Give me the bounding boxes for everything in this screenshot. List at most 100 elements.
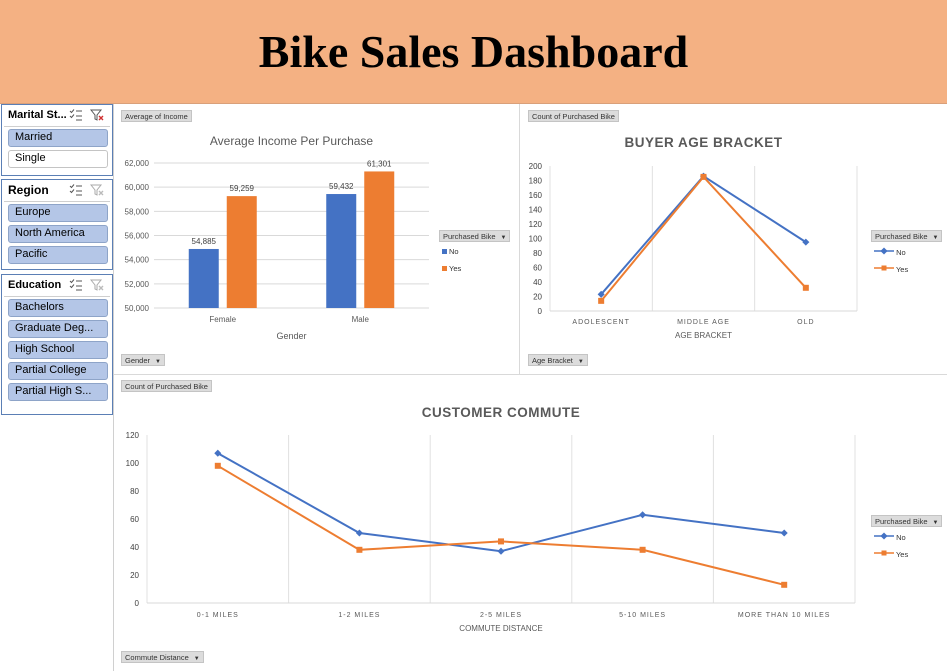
slicer-item-north-america[interactable]: North America: [8, 225, 108, 243]
slicer-item-single[interactable]: Single: [8, 150, 108, 168]
axis-field-button[interactable]: Gender ▼: [121, 354, 165, 366]
legend-label: No: [449, 247, 459, 256]
average-income-chart: Average Income Per Purchase 50,000 52,000 5…: [125, 134, 429, 341]
point-no-3: [639, 511, 647, 519]
legend-marker: [874, 247, 894, 255]
value-field-button[interactable]: Count of Purchased Bike: [528, 110, 619, 122]
multi-select-icon[interactable]: [68, 183, 83, 197]
slicer-column: Marital St... Married Single Region Euro…: [0, 104, 114, 671]
clear-filter-icon[interactable]: [90, 278, 105, 292]
slicer-title: Marital St...: [8, 109, 67, 121]
slicer-title: Region: [8, 183, 49, 197]
point-yes-2: [802, 284, 809, 291]
point-yes-1: [356, 546, 363, 553]
dashboard-header: Bike Sales Dashboard: [0, 0, 947, 104]
bar-yes-female: [226, 196, 257, 308]
chevron-down-icon: ▼: [155, 359, 161, 365]
data-label: 54,885: [192, 237, 217, 246]
slicer-header: Education: [4, 275, 110, 297]
y-tick-label: 40: [130, 543, 139, 552]
y-tick-label: 20: [130, 571, 139, 580]
value-field-button[interactable]: Count of Purchased Bike: [121, 380, 212, 392]
legend-marker: [874, 532, 894, 540]
slicer-item-high-school[interactable]: High School: [8, 341, 108, 359]
x-tick-label: 1-2 MILES: [338, 612, 380, 619]
y-tick-label: 40: [533, 278, 542, 287]
point-no-4: [780, 529, 788, 537]
y-tick-label: 180: [529, 177, 543, 186]
y-tick-label: 62,000: [125, 159, 150, 168]
axis-field-button[interactable]: Commute Distance ▼: [121, 651, 204, 663]
region-slicer: Region Europe North America Pacific: [1, 179, 113, 270]
y-tick-label: 0: [538, 307, 543, 316]
bar-yes-male: [364, 171, 395, 308]
x-tick-label: MIDDLE AGE: [677, 319, 730, 326]
buyer-age-bracket-chart: BUYER AGE BRACKET 0 20 40 60 80 100 120 140 160 18…: [529, 135, 858, 340]
clear-filter-icon[interactable]: [90, 108, 105, 122]
slicer-item-partial-high-school[interactable]: Partial High S...: [8, 383, 108, 401]
chart-title: BUYER AGE BRACKET: [624, 135, 782, 150]
legend-field-button[interactable]: Purchased Bike ▼: [871, 515, 943, 527]
y-tick-label: 52,000: [125, 280, 150, 289]
x-tick-label: Male: [352, 315, 370, 324]
legend-label: No: [896, 533, 906, 542]
multi-select-icon[interactable]: [68, 278, 83, 292]
point-yes-0: [598, 297, 605, 304]
slicer-item-pacific[interactable]: Pacific: [8, 246, 108, 264]
axis-field-button[interactable]: Age Bracket ▼: [528, 354, 588, 366]
axis-field-label: Age Bracket: [532, 356, 573, 365]
slicer-item-partial-college[interactable]: Partial College: [8, 362, 108, 380]
x-tick-label: OLD: [797, 319, 814, 326]
slicer-header: Marital St...: [4, 105, 110, 127]
panel-divider: [114, 374, 947, 375]
point-yes-1: [700, 173, 707, 180]
value-field-button[interactable]: Average of Income: [121, 110, 192, 122]
series-line-yes: [217, 464, 785, 586]
legend-field-label: Purchased Bike: [443, 232, 496, 241]
legend-field-button[interactable]: Purchased Bike ▼: [871, 230, 943, 242]
series-line-no: [600, 174, 807, 295]
x-tick-label: 5-10 MILES: [619, 612, 666, 619]
y-tick-label: 60,000: [125, 183, 150, 192]
point-yes-2: [498, 538, 504, 545]
chart-title: Average Income Per Purchase: [210, 134, 374, 148]
slicer-item-bachelors[interactable]: Bachelors: [8, 299, 108, 317]
y-tick-label: 20: [533, 293, 542, 302]
slicer-item-europe[interactable]: Europe: [8, 204, 108, 222]
data-label: 59,432: [329, 182, 354, 191]
clear-filter-icon[interactable]: [90, 183, 105, 197]
data-label: 59,259: [230, 184, 255, 193]
multi-select-icon[interactable]: [68, 108, 83, 122]
legend-swatch: [442, 266, 447, 271]
chevron-down-icon: ▼: [193, 656, 200, 662]
legend-swatch: [442, 249, 447, 254]
chevron-down-icon: ▼: [500, 235, 507, 241]
legend-label: Yes: [895, 265, 909, 274]
axis-field-label: Commute Distance: [125, 653, 189, 662]
x-axis-title: AGE BRACKET: [675, 331, 732, 340]
slicer-item-graduate-degree[interactable]: Graduate Deg...: [8, 320, 108, 338]
y-tick-label: 100: [126, 459, 140, 468]
legend-field-button[interactable]: Purchased Bike ▼: [439, 230, 511, 242]
bar-no-male: [326, 194, 357, 308]
x-axis-title: Gender: [276, 331, 306, 341]
point-no-1: [355, 529, 363, 537]
y-tick-label: 100: [529, 235, 543, 244]
y-tick-label: 60: [130, 515, 139, 524]
slicer-item-married[interactable]: Married: [8, 129, 108, 147]
y-tick-label: 58,000: [125, 207, 150, 216]
chevron-down-icon: ▼: [932, 235, 939, 241]
x-tick-label: 2-5 MILES: [480, 612, 522, 619]
legend-field-label: Purchased Bike: [875, 517, 928, 526]
x-tick-label: MORE THAN 10 MILES: [738, 612, 831, 619]
series-line-no: [217, 452, 785, 553]
legend-entry-no: No: [874, 532, 906, 542]
y-tick-label: 54,000: [125, 256, 150, 265]
y-tick-label: 160: [529, 191, 543, 200]
x-tick-label: Female: [209, 315, 236, 324]
x-tick-label: 0-1 MILES: [197, 612, 239, 619]
point-yes-4: [781, 581, 788, 588]
legend-field-label: Purchased Bike: [875, 232, 928, 241]
series-line-yes: [600, 175, 807, 302]
slicer-header: Region: [4, 180, 110, 202]
